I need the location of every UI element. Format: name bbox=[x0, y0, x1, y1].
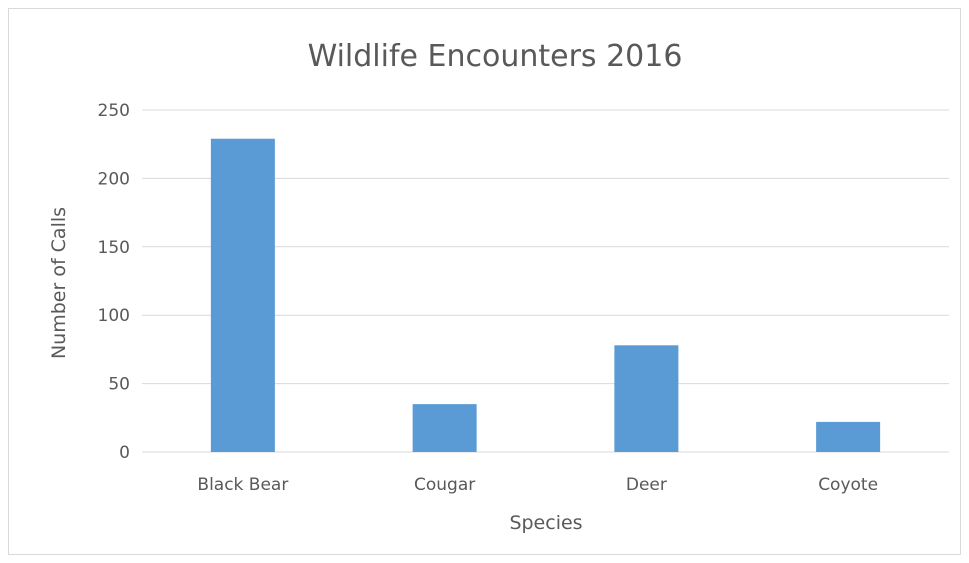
gridlines bbox=[142, 109, 949, 453]
x-tick-label: Deer bbox=[626, 475, 667, 495]
y-tick-label: 200 bbox=[98, 169, 130, 189]
y-tick-label: 100 bbox=[98, 306, 130, 326]
bar-coyote bbox=[816, 421, 881, 452]
bar-deer bbox=[614, 345, 679, 452]
chart-frame: Wildlife Encounters 2016 0 50 100 150 200 250… bbox=[8, 8, 961, 555]
chart-title: Wildlife Encounters 2016 bbox=[308, 39, 683, 74]
bar-black-bear bbox=[210, 138, 275, 452]
bars bbox=[210, 138, 881, 452]
y-tick-label: 250 bbox=[98, 101, 130, 121]
x-tick-label: Coyote bbox=[818, 475, 878, 495]
y-tick-label: 150 bbox=[98, 238, 130, 258]
x-axis-ticks: Black Bear Cougar Deer Coyote bbox=[197, 475, 878, 495]
x-axis-label: Species bbox=[509, 512, 582, 534]
bar-chart: Wildlife Encounters 2016 0 50 100 150 200 250… bbox=[48, 39, 949, 534]
y-tick-label: 50 bbox=[108, 375, 130, 395]
y-tick-label: 0 bbox=[119, 443, 130, 463]
y-axis-label: Number of Calls bbox=[48, 207, 70, 359]
x-tick-label: Cougar bbox=[414, 475, 475, 495]
y-axis-ticks: 0 50 100 150 200 250 bbox=[98, 101, 130, 463]
x-tick-label: Black Bear bbox=[197, 475, 288, 495]
bar-cougar bbox=[412, 404, 477, 452]
